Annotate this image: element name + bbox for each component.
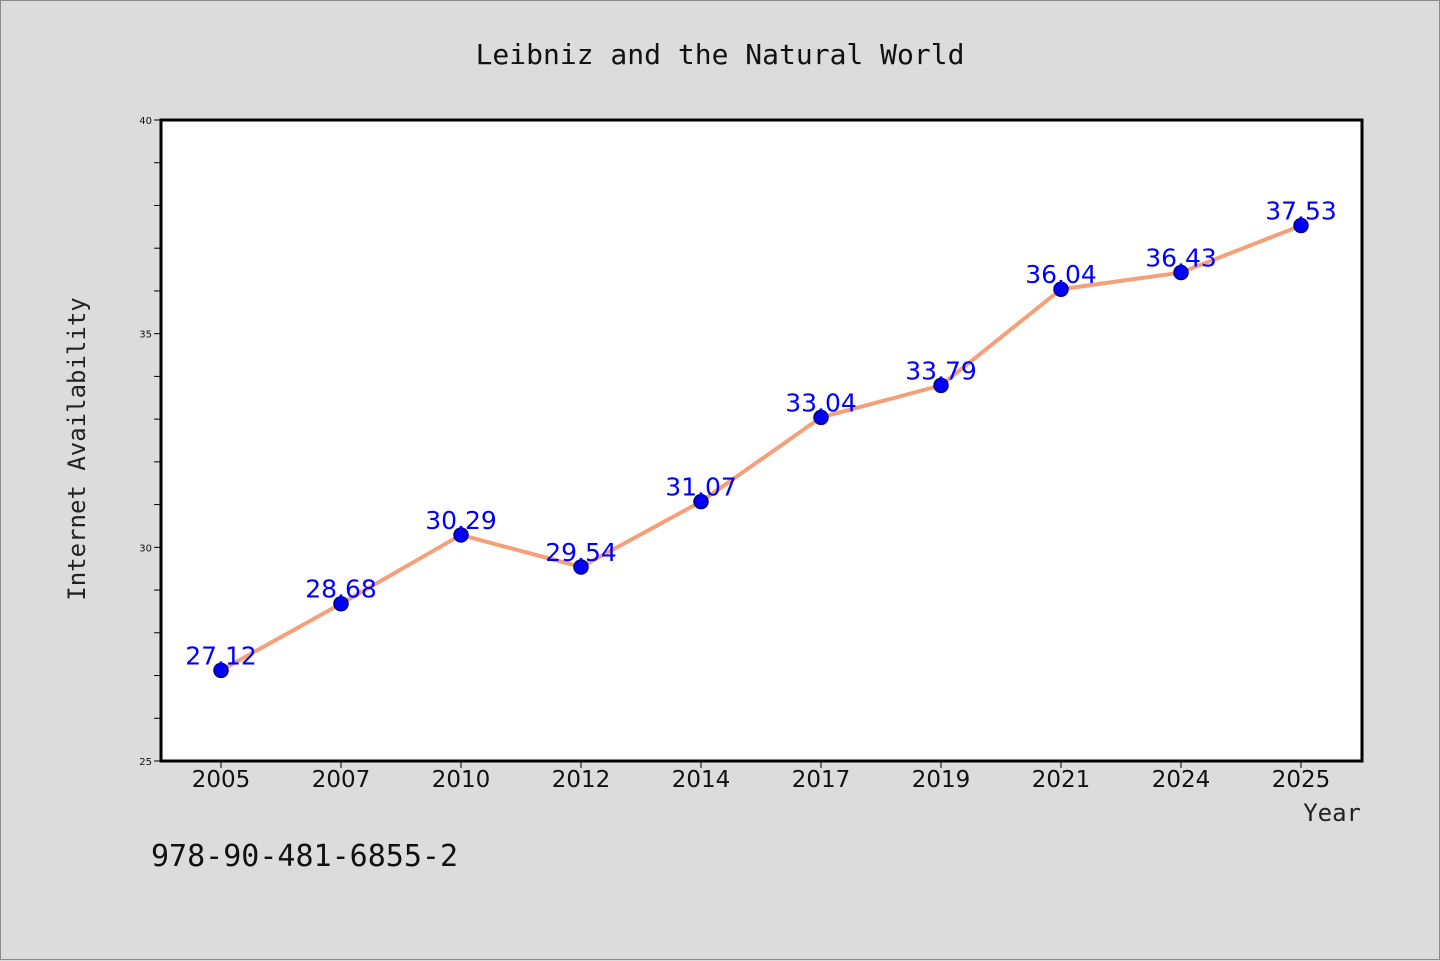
x-axis: 2005 2007 2010 2012 2014 2017 2019 2021 2024 2025 xyxy=(192,761,1331,793)
y-tick-label: 35 xyxy=(139,330,152,341)
x-tick-label: 2012 xyxy=(552,767,611,793)
data-label: 27.12 xyxy=(185,641,257,670)
isbn-footer: 978-90-481-6855-2 xyxy=(151,839,458,874)
x-tick-label: 2025 xyxy=(1272,767,1331,793)
data-point xyxy=(933,377,949,394)
data-point xyxy=(813,409,829,426)
data-label: 30.29 xyxy=(425,506,497,535)
series-line xyxy=(219,223,1303,673)
data-label: 28.68 xyxy=(305,575,377,604)
x-tick-label: 2005 xyxy=(192,767,251,793)
data-label: 33.79 xyxy=(905,356,977,385)
y-tick-label: 25 xyxy=(139,757,152,768)
data-point xyxy=(573,559,589,575)
markers-layer xyxy=(213,217,1309,679)
series-layer xyxy=(219,223,1303,673)
data-point xyxy=(1173,264,1189,281)
data-label: 33.04 xyxy=(785,388,857,417)
data-point xyxy=(453,527,469,543)
plot-area xyxy=(159,118,1364,763)
x-tick-label: 2024 xyxy=(1152,767,1211,793)
data-point xyxy=(1293,217,1309,234)
y-axis: 25 30 35 40 xyxy=(139,116,161,768)
x-axis-label: Year xyxy=(1303,799,1361,827)
data-point xyxy=(333,595,349,612)
y-tick-label: 40 xyxy=(139,116,152,127)
data-label: 37.53 xyxy=(1265,197,1337,226)
data-point xyxy=(213,662,229,679)
y-axis-label: Internet Availability xyxy=(63,297,91,600)
chart-title: Leibniz and the Natural World xyxy=(476,38,965,71)
x-tick-label: 2017 xyxy=(792,767,851,793)
x-tick-label: 2014 xyxy=(672,767,731,793)
data-labels-layer: 27.12 28.68 30.29 29.54 31.07 33.04 33.79 36.04… xyxy=(185,197,1337,671)
x-tick-label: 2007 xyxy=(312,767,371,793)
data-point xyxy=(1053,281,1069,297)
x-tick-label: 2010 xyxy=(432,767,491,793)
data-point xyxy=(693,493,709,510)
y-tick-label: 30 xyxy=(139,543,152,554)
data-label: 29.54 xyxy=(545,538,617,567)
data-label: 36.43 xyxy=(1145,244,1217,273)
x-tick-label: 2021 xyxy=(1032,767,1091,793)
x-tick-label: 2019 xyxy=(912,767,971,793)
data-label: 31.07 xyxy=(665,473,737,502)
data-label: 36.04 xyxy=(1025,260,1097,289)
